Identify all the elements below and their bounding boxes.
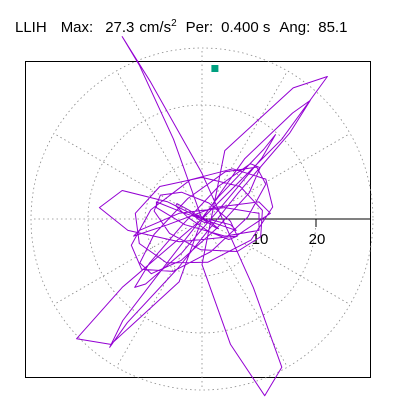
grid-spoke-210 [53, 218, 203, 305]
plot-frame [25, 61, 371, 378]
max-value: 27.3 [105, 19, 135, 36]
grid-spoke-240 [116, 218, 203, 368]
period-label: Per: [185, 19, 214, 36]
grid-spoke-150 [53, 133, 203, 220]
max-point-marker [211, 65, 219, 73]
motion-trace [76, 36, 328, 397]
max-point-marker-square [211, 65, 219, 73]
grid-spoke-300 [201, 218, 288, 368]
period-value: 0.400 s [221, 19, 271, 36]
angle-label: Ang: [279, 19, 311, 36]
x-tick-label: 10 [252, 231, 269, 248]
grid-spoke-330 [201, 218, 351, 305]
x-tick-label: 20 [309, 231, 326, 248]
station-label: LLIH [15, 19, 47, 36]
angle-value: 85.1 [318, 19, 348, 36]
chart-header: LLIH Max: 27.3 cm/s2 Per: 0.400 s Ang: 85.1 [15, 14, 347, 42]
x-axis: 10 20 [202, 218, 370, 248]
max-unit: cm/s [139, 19, 172, 36]
series-line-0 [76, 36, 328, 397]
max-label: Max: [60, 19, 94, 36]
grid-spoke-30 [201, 133, 351, 220]
grid-spoke-60 [201, 70, 288, 220]
max-unit-exponent: 2 [171, 18, 177, 29]
grid-circle-3 [30, 47, 374, 391]
